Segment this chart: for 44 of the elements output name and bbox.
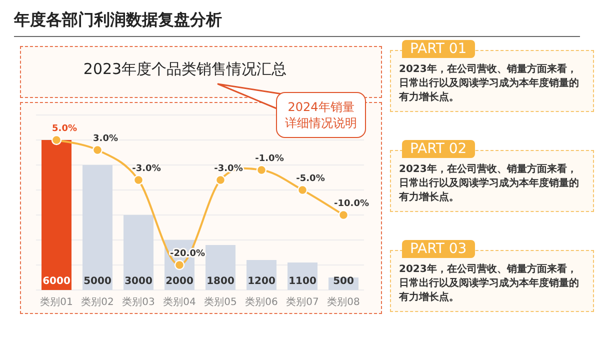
- data-label: 3.0%: [93, 134, 118, 144]
- point: [133, 174, 144, 186]
- x-tick-label: 类别07: [286, 296, 319, 308]
- point: [174, 260, 185, 270]
- point: [338, 210, 349, 220]
- x-tick-label: 类别01: [40, 296, 73, 308]
- data-label: 1800: [206, 276, 234, 287]
- chart-subtitle: 2023年度个品类销售情况汇总: [82, 60, 288, 79]
- x-tick-label: 类别05: [204, 296, 237, 308]
- bar: [42, 140, 72, 290]
- data-label: -1.0%: [255, 154, 284, 164]
- bar: [124, 215, 154, 290]
- x-tick-label: 类别06: [245, 296, 278, 308]
- data-label: 6000: [42, 276, 70, 287]
- bar: [82, 165, 112, 290]
- text: PART 03: [402, 240, 475, 258]
- text: 2023年，在公司营收、销量方面来看，日常出行以及阅读学习成为本年度销量的有力增长点。: [399, 64, 579, 103]
- annotation: 2024年销量详细情况说明: [276, 92, 366, 138]
- text: PART 02: [402, 140, 475, 158]
- point: [92, 144, 103, 156]
- text: 2023年，在公司营收、销量方面来看，日常出行以及阅读学习成为本年度销量的有力增长点。: [399, 264, 579, 303]
- data-label: 1200: [248, 276, 276, 287]
- data-label: 5000: [84, 276, 112, 287]
- data-label: 5.0%: [52, 124, 77, 134]
- data-label: 3000: [124, 276, 152, 287]
- data-label: -3.0%: [132, 164, 161, 174]
- point: [297, 184, 308, 196]
- data-label: -5.0%: [296, 174, 325, 184]
- data-label: -3.0%: [214, 164, 243, 174]
- data-label: 500: [333, 276, 354, 287]
- chart-title: 年度各部门利润数据复盘分析: [14, 10, 222, 31]
- x-tick-label: 类别08: [327, 296, 360, 308]
- point: [215, 174, 226, 186]
- x-tick-label: 类别02: [81, 296, 114, 308]
- x-tick-label: 类别04: [163, 296, 196, 308]
- point: [51, 134, 62, 146]
- x-tick-label: 类别03: [122, 296, 155, 308]
- data-label: 2000: [166, 276, 194, 287]
- data-label: 1100: [288, 276, 316, 287]
- text: PART 01: [402, 40, 475, 58]
- bar: [206, 245, 236, 290]
- data-label: -10.0%: [334, 199, 369, 209]
- text: 2023年，在公司营收、销量方面来看，日常出行以及阅读学习成为本年度销量的有力增长点。: [399, 164, 579, 203]
- point: [256, 164, 267, 176]
